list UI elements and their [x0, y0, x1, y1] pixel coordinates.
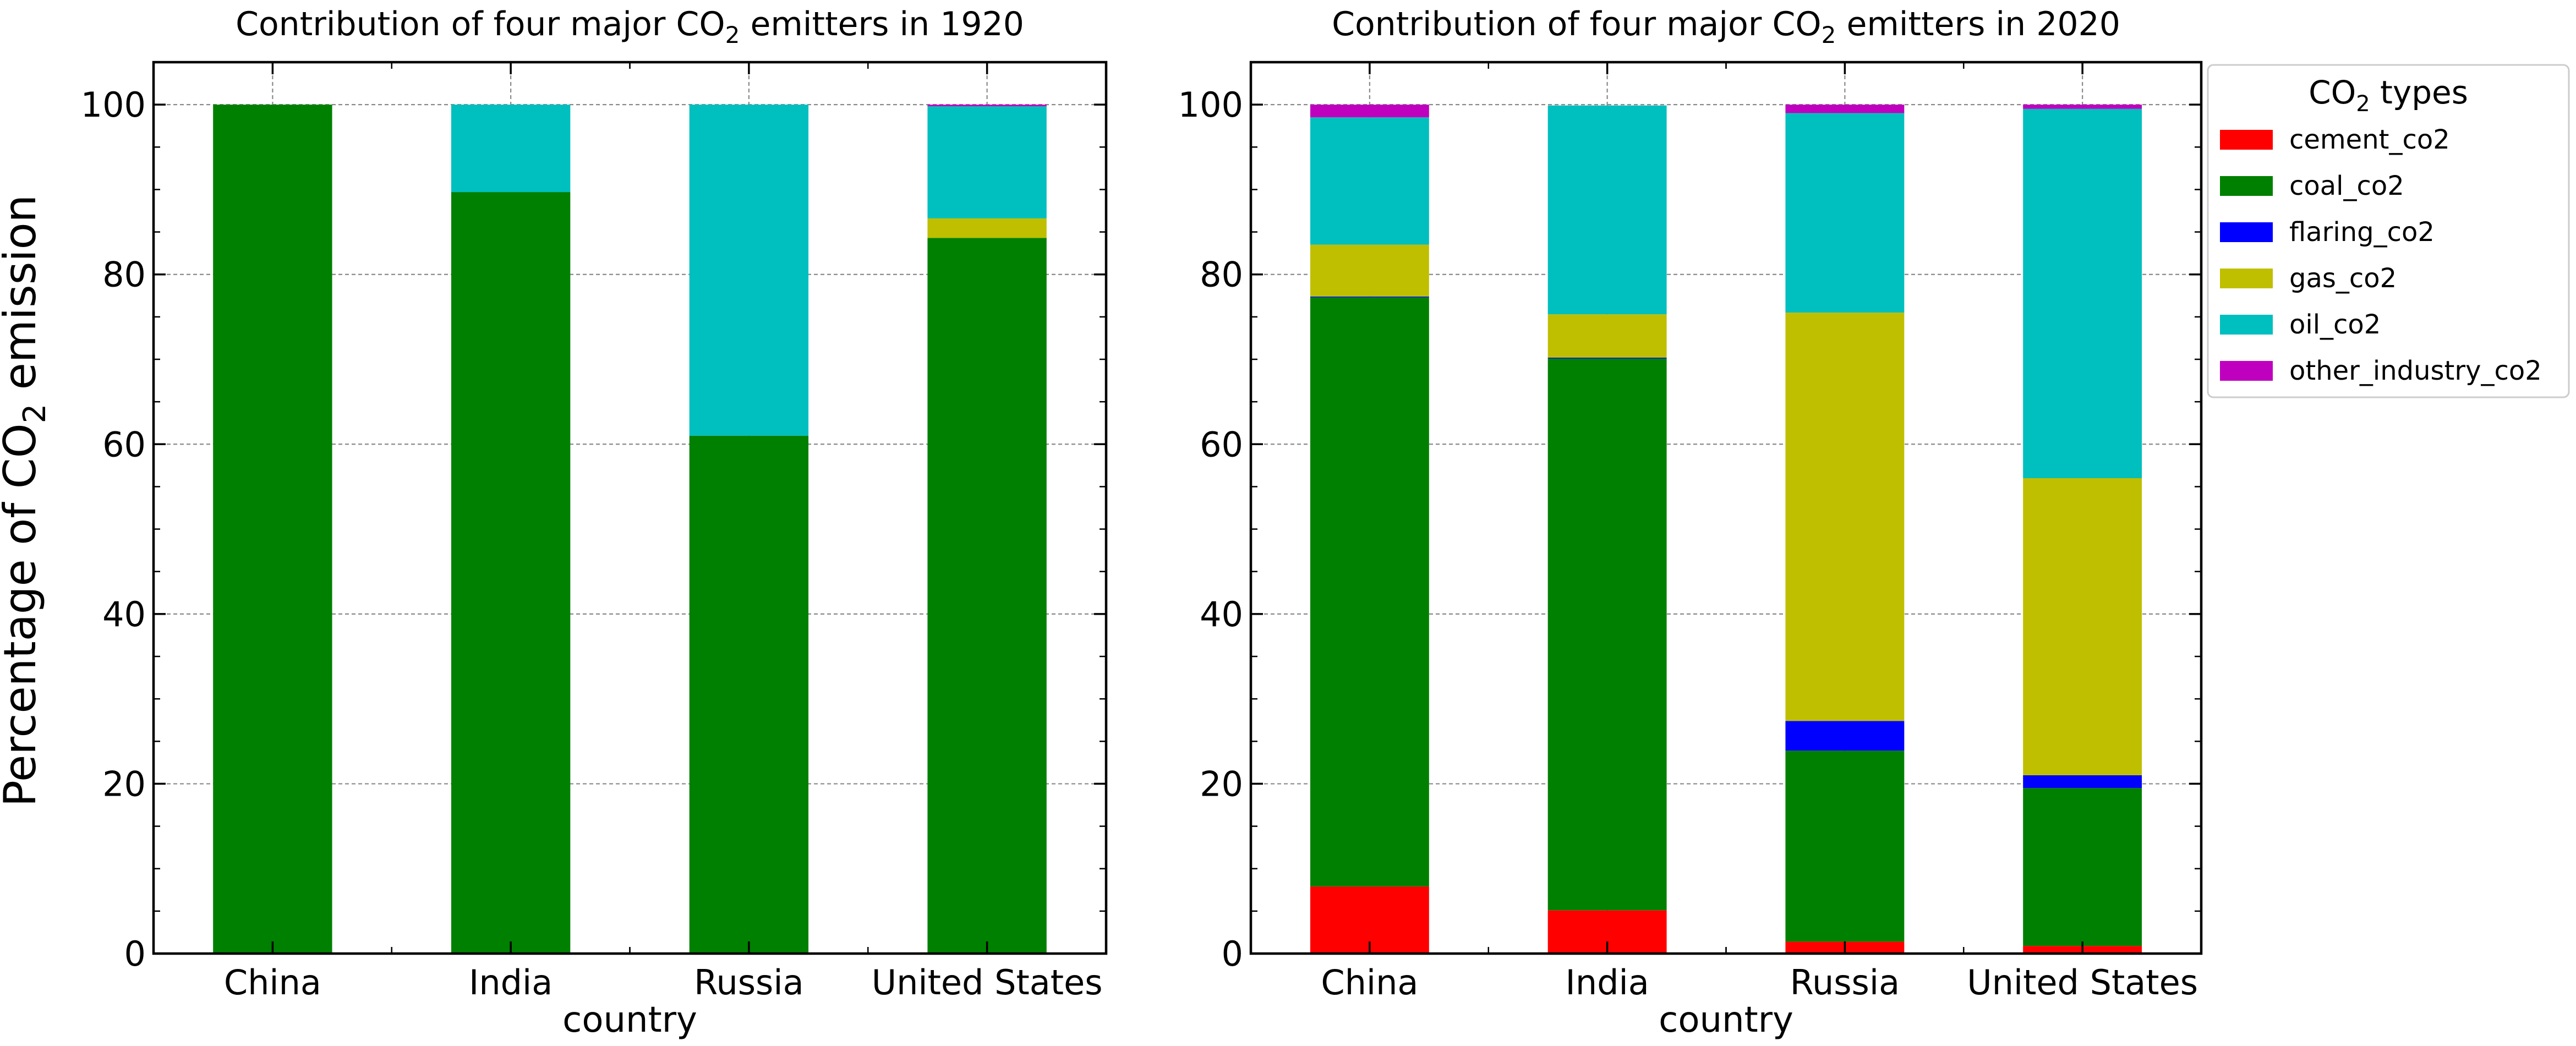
x-tick-label: United States: [872, 962, 1103, 1003]
bar-segment-other-industry-co2: [1310, 105, 1429, 118]
legend-label: other_industry_co2: [2289, 355, 2542, 386]
bar-segment-flaring-co2: [1310, 296, 1429, 298]
bar-segment-gas-co2: [2023, 478, 2142, 775]
legend-title: CO2 types: [2309, 74, 2468, 117]
y-tick-label: 20: [1200, 764, 1243, 804]
y-tick-label: 40: [102, 594, 146, 634]
bar-segment-oil-co2: [1547, 105, 1667, 315]
bar-segment-other-industry-co2: [927, 105, 1047, 107]
y-tick-label: 60: [102, 424, 146, 464]
x-axis-label: country: [1659, 1000, 1793, 1040]
legend-swatch-cement-co2: [2220, 130, 2273, 150]
legend-label: oil_co2: [2289, 309, 2381, 340]
bar-segment-coal-co2: [927, 238, 1047, 954]
bar-segment-oil-co2: [689, 105, 809, 436]
x-tick-label: United States: [1967, 962, 2198, 1003]
x-tick-label: India: [469, 962, 553, 1003]
x-tick-label: Russia: [1790, 962, 1900, 1003]
chart-title: Contribution of four major CO2 emitters …: [236, 5, 1024, 48]
bar-segment-oil-co2: [2023, 108, 2142, 478]
chart-panel-1920: 0 20 40 60 80 100 China India Russia United State…: [81, 5, 1108, 1040]
legend: CO2 types cement_co2 coal_co2 flaring_co2ga…: [2207, 64, 2570, 398]
y-tick-label: 60: [1200, 424, 1243, 464]
y-tick-label: 20: [102, 764, 146, 804]
bar-segment-coal-co2: [1785, 751, 1905, 942]
y-tick-label: 0: [124, 934, 146, 974]
chart-panel-2020: 0 20 40 60 80 100 China India Russia United State…: [1178, 5, 2203, 1040]
bar-segment-flaring-co2: [2023, 775, 2142, 788]
bar-segment-coal-co2: [1310, 297, 1429, 887]
bar-segment-flaring-co2: [1785, 721, 1905, 751]
y-tick-label: 100: [81, 85, 146, 125]
legend-label: gas_co2: [2289, 263, 2397, 294]
y-tick-label: 100: [1178, 85, 1243, 125]
bar-segment-gas-co2: [1310, 244, 1429, 297]
bar-segment-gas-co2: [927, 218, 1047, 238]
bar-segment-gas-co2: [1785, 313, 1905, 721]
legend-label: coal_co2: [2289, 171, 2404, 201]
legend-label: cement_co2: [2289, 124, 2450, 155]
legend-swatch-gas-co2: [2220, 269, 2273, 288]
legend-swatch-flaring-co2: [2220, 222, 2273, 242]
x-tick-label: China: [224, 962, 321, 1003]
x-tick-label: India: [1566, 962, 1649, 1003]
y-tick-label: 40: [1200, 594, 1243, 634]
bar-segment-coal-co2: [2023, 788, 2142, 946]
y-tick-label: 80: [1200, 255, 1243, 295]
legend-swatch-other-industry-co2: [2220, 361, 2273, 381]
bar-segment-coal-co2: [451, 192, 571, 954]
bar-segment-oil-co2: [1785, 113, 1905, 313]
legend-swatch-oil-co2: [2220, 315, 2273, 335]
legend-frame: [2207, 64, 2570, 398]
x-tick-label: Russia: [694, 962, 803, 1003]
bar-segment-coal-co2: [213, 105, 332, 954]
bar-segment-flaring-co2: [1547, 357, 1667, 359]
legend-swatch-coal-co2: [2220, 176, 2273, 196]
y-axis-label: Percentage of CO2 emission: [0, 195, 53, 807]
y-tick-label: 80: [102, 255, 146, 295]
bar-segment-other-industry-co2: [1785, 105, 1905, 113]
bar-segment-coal-co2: [689, 435, 809, 954]
chart-title: Contribution of four major CO2 emitters …: [1332, 5, 2120, 48]
bar-segment-coal-co2: [1547, 358, 1667, 911]
bar-segment-oil-co2: [451, 105, 571, 193]
bar-segment-gas-co2: [1547, 314, 1667, 358]
bar-segment-oil-co2: [927, 106, 1047, 218]
x-axis-label: country: [562, 1000, 697, 1040]
y-tick-label: 0: [1222, 934, 1243, 974]
bar-segment-other-industry-co2: [2023, 105, 2142, 109]
x-tick-label: China: [1321, 962, 1418, 1003]
legend-label: flaring_co2: [2289, 217, 2435, 248]
bar-segment-oil-co2: [1310, 117, 1429, 245]
